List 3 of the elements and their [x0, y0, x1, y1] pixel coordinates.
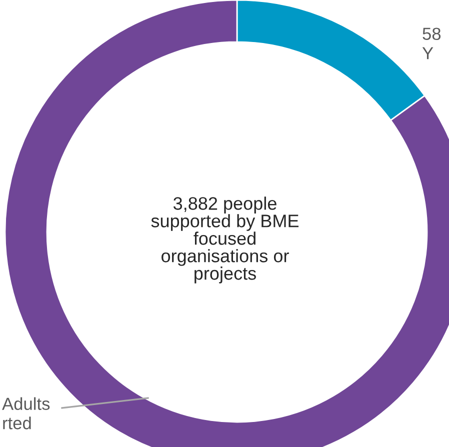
slice-label: 58 Y — [422, 28, 441, 60]
slice-label: Adults rted — [2, 397, 50, 430]
text: 3,882 people supported by BME focused organisations or projects — [151, 196, 298, 284]
